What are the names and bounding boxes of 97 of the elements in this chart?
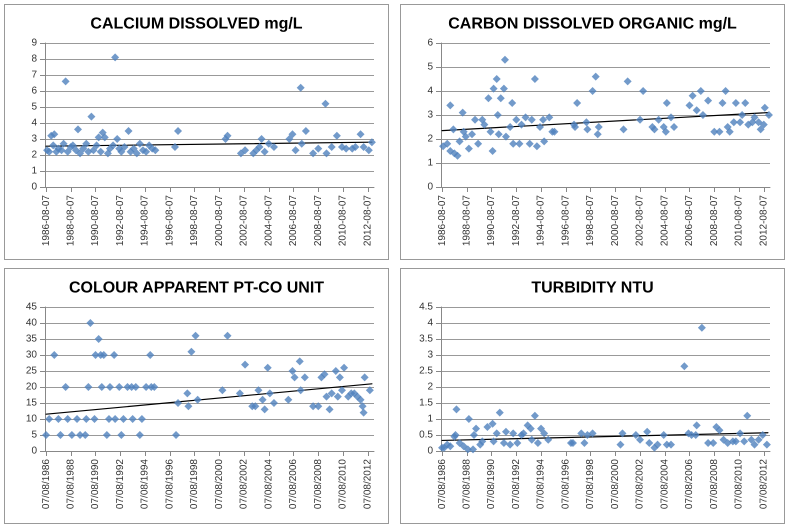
x-tick-label: 2000-08-07 xyxy=(214,194,225,246)
x-tick-label: 07/08/1992 xyxy=(115,458,126,510)
x-tick-label: 2012-08-07 xyxy=(362,194,374,246)
y-tick-label: 1.5 xyxy=(419,398,434,408)
x-tick-label: 07/08/1990 xyxy=(486,458,498,510)
x-tick-label: 07/08/2006 xyxy=(684,458,696,510)
x-tick-label: 07/08/2004 xyxy=(659,458,670,510)
y-tick-label: 5 xyxy=(31,102,38,112)
x-tick-label: 1992-08-07 xyxy=(115,194,126,246)
y-tick-label: 0 xyxy=(31,446,38,456)
y-tick-label: 25 xyxy=(26,366,38,376)
y-tick-label: 15 xyxy=(26,398,38,408)
x-tick-label: 07/08/2002 xyxy=(634,458,646,510)
y-tick-label: 3 xyxy=(427,110,434,120)
x-tick-label: 1986-08-07 xyxy=(436,194,448,246)
y-tick-label: 1 xyxy=(427,414,434,424)
y-tick-label: 5 xyxy=(427,62,434,72)
y-tick-label: 1 xyxy=(31,166,38,176)
y-tick-label: 0 xyxy=(427,182,434,192)
y-tick-label: 0 xyxy=(427,446,434,456)
y-tick-label: 3.5 xyxy=(419,334,434,344)
x-tick-label: 1988-08-07 xyxy=(462,194,473,246)
y-tick-label: 0 xyxy=(31,182,38,192)
x-tick-label: 2010-08-07 xyxy=(734,194,745,246)
x-tick-label: 2004-08-07 xyxy=(263,194,274,246)
x-tick-label: 07/08/1996 xyxy=(164,458,176,510)
x-tick-label: 07/08/1994 xyxy=(536,458,547,510)
y-tick-label: 5 xyxy=(31,430,38,440)
x-tick-label: 2000-08-07 xyxy=(610,194,621,246)
x-tick-label: 07/08/2002 xyxy=(238,458,250,510)
x-tick-label: 07/08/2000 xyxy=(214,458,225,510)
y-tick-label: 20 xyxy=(26,382,38,392)
chart-title: CALCIUM DISSOLVED mg/L xyxy=(90,16,303,32)
y-tick-label: 1 xyxy=(427,158,434,168)
x-tick-label: 1994-08-07 xyxy=(140,194,151,246)
y-tick-label: 4 xyxy=(427,318,434,328)
y-tick-label: 45 xyxy=(26,302,38,312)
x-tick-label: 07/08/2004 xyxy=(263,458,274,510)
y-tick-label: 0.5 xyxy=(419,430,434,440)
y-tick-label: 35 xyxy=(26,334,38,344)
x-tick-label: 07/08/1994 xyxy=(140,458,151,510)
y-tick-label: 2.5 xyxy=(419,366,434,376)
y-tick-label: 2 xyxy=(427,134,434,144)
x-tick-label: 2004-08-07 xyxy=(659,194,670,246)
x-tick-label: 1998-08-07 xyxy=(189,194,200,246)
x-tick-label: 2008-08-07 xyxy=(708,194,720,246)
x-tick-label: 1998-08-07 xyxy=(585,194,596,246)
y-tick-label: 3 xyxy=(427,350,434,360)
x-tick-label: 1988-08-07 xyxy=(66,194,77,246)
y-tick-label: 6 xyxy=(31,86,38,96)
x-tick-label: 07/08/2010 xyxy=(338,458,349,510)
x-tick-label: 07/08/2010 xyxy=(734,458,745,510)
x-tick-label: 07/08/1990 xyxy=(90,458,102,510)
y-tick-label: 10 xyxy=(26,414,38,424)
x-tick-label: 1996-08-07 xyxy=(164,194,176,246)
y-tick-label: 2 xyxy=(31,150,38,160)
x-tick-label: 2012-08-07 xyxy=(758,194,770,246)
x-tick-label: 2006-08-07 xyxy=(684,194,696,246)
x-tick-label: 07/08/1988 xyxy=(66,458,77,510)
x-tick-label: 07/08/1986 xyxy=(40,458,52,510)
x-tick-label: 1990-08-07 xyxy=(486,194,498,246)
x-tick-label: 1992-08-07 xyxy=(511,194,522,246)
y-tick-label: 40 xyxy=(26,318,38,328)
y-tick-label: 4 xyxy=(427,86,434,96)
y-tick-label: 6 xyxy=(427,38,434,48)
x-tick-label: 07/08/1988 xyxy=(462,458,473,510)
chart-title: COLOUR APPARENT PT-CO UNIT xyxy=(68,280,324,296)
y-tick-label: 8 xyxy=(31,54,38,64)
x-tick-label: 07/08/2012 xyxy=(758,458,770,510)
y-tick-label: 30 xyxy=(26,350,38,360)
y-tick-label: 4 xyxy=(31,118,38,128)
x-tick-label: 2006-08-07 xyxy=(288,194,300,246)
chart-title: TURBIDITY NTU xyxy=(531,280,654,296)
x-tick-label: 07/08/1992 xyxy=(511,458,522,510)
x-tick-label: 07/08/1986 xyxy=(436,458,448,510)
x-tick-label: 1994-08-07 xyxy=(536,194,547,246)
x-tick-label: 1996-08-07 xyxy=(560,194,572,246)
y-tick-label: 2 xyxy=(427,382,434,392)
chart-title: CARBON DISSOLVED ORGANIC mg/L xyxy=(448,16,738,32)
x-tick-label: 1990-08-07 xyxy=(90,194,102,246)
x-tick-label: 07/08/1996 xyxy=(560,458,572,510)
x-tick-label: 2008-08-07 xyxy=(312,194,324,246)
y-tick-label: 9 xyxy=(31,38,38,48)
x-tick-label: 07/08/2000 xyxy=(610,458,621,510)
y-tick-label: 7 xyxy=(31,70,38,80)
x-tick-label: 07/08/1998 xyxy=(585,458,596,510)
x-tick-label: 07/08/2008 xyxy=(312,458,324,510)
x-tick-label: 07/08/1998 xyxy=(189,458,200,510)
x-tick-label: 2010-08-07 xyxy=(338,194,349,246)
x-tick-label: 07/08/2006 xyxy=(288,458,300,510)
x-tick-label: 07/08/2008 xyxy=(708,458,720,510)
y-tick-label: 4.5 xyxy=(419,302,434,312)
x-tick-label: 2002-08-07 xyxy=(634,194,646,246)
y-tick-label: 3 xyxy=(31,134,38,144)
x-tick-label: 2002-08-07 xyxy=(238,194,250,246)
x-tick-label: 07/08/2012 xyxy=(362,458,374,510)
x-tick-label: 1986-08-07 xyxy=(40,194,52,246)
